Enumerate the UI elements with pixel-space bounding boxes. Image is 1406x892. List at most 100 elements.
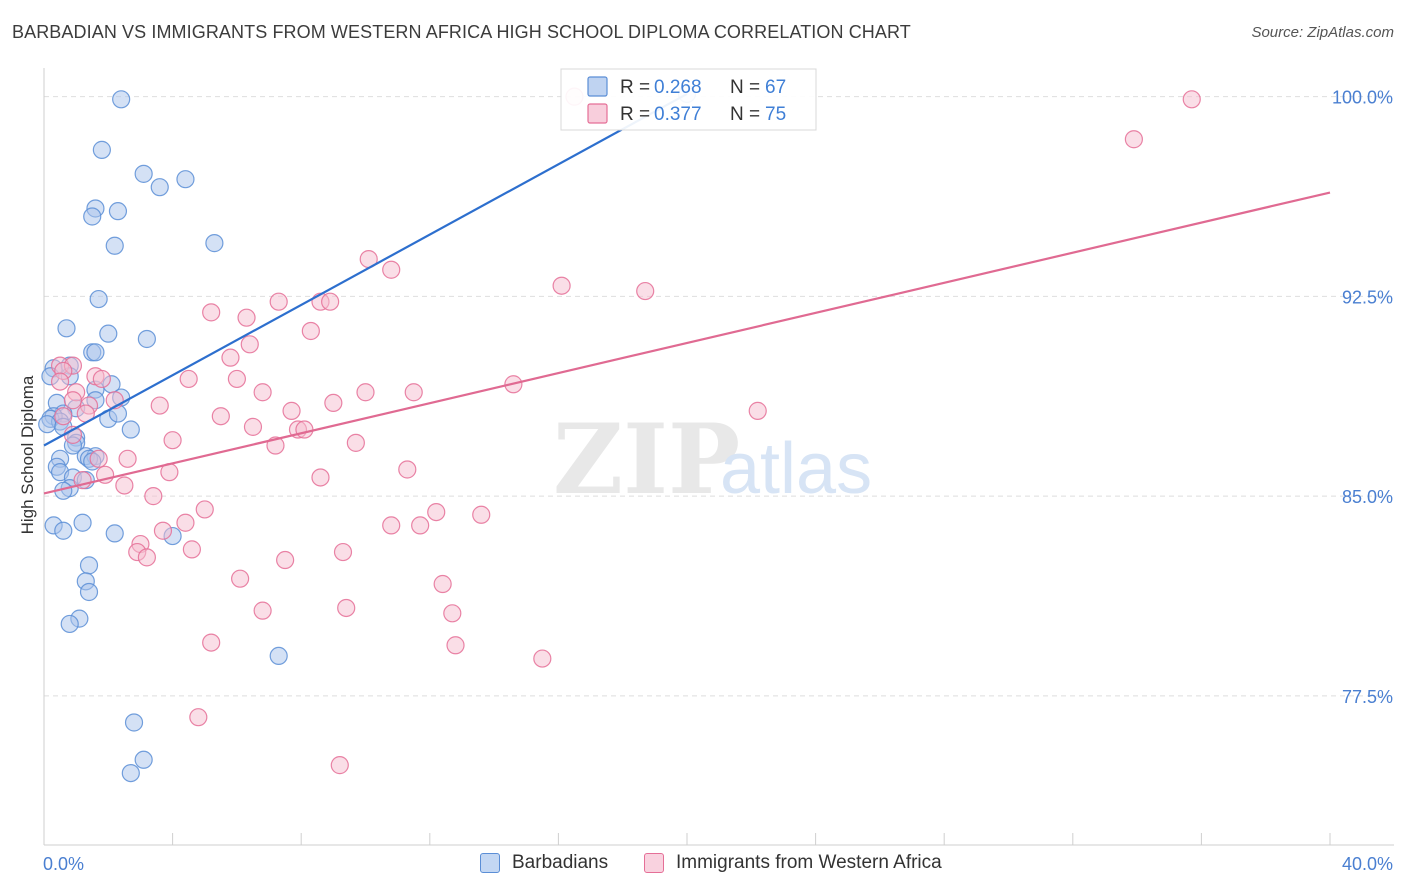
data-point (333, 542, 353, 562)
data-point (1124, 130, 1143, 149)
trend-lines (43, 93, 1331, 495)
data-point (472, 505, 491, 524)
data-point (240, 335, 259, 354)
data-point (321, 292, 340, 311)
data-point (1182, 90, 1201, 109)
data-point (231, 569, 250, 588)
data-point (57, 319, 76, 338)
y-tick-label: 100.0% (1332, 88, 1393, 108)
data-point (446, 636, 465, 655)
data-point (404, 383, 423, 402)
x-tick-label-max: 40.0% (1342, 854, 1393, 874)
legend-swatch-immigrants (644, 853, 664, 873)
x-tick-labels: 0.0% 40.0% (43, 854, 1393, 874)
watermark-zip: ZIP (553, 403, 740, 516)
data-point (221, 348, 240, 367)
data-point (202, 303, 221, 322)
data-point (295, 420, 314, 439)
data-point (134, 750, 153, 769)
data-point (163, 431, 182, 450)
data-point (176, 170, 195, 189)
watermark-atlas: atlas (720, 429, 872, 509)
data-point (89, 449, 108, 468)
chart-title: BARBADIAN VS IMMIGRANTS FROM WESTERN AFR… (12, 22, 911, 42)
data-point (253, 383, 272, 402)
data-point (150, 178, 169, 197)
data-point (50, 372, 70, 391)
x-tick-label-min: 0.0% (43, 854, 84, 874)
data-point (427, 502, 446, 522)
data-point (382, 516, 401, 535)
data-point (105, 236, 124, 255)
legend-n-value: 67 (765, 77, 786, 98)
data-point (60, 614, 79, 634)
data-point (144, 487, 163, 506)
data-point (73, 513, 92, 532)
axes (43, 68, 1394, 846)
data-point (153, 521, 173, 540)
legend-label-barbadians: Barbadians (512, 852, 609, 873)
data-point (124, 713, 144, 732)
data-point (276, 550, 295, 570)
grid-lines (44, 96, 1394, 697)
data-point (54, 521, 73, 540)
legend-n-label: N = (730, 104, 760, 125)
legend-swatch (587, 76, 608, 97)
data-point (211, 407, 230, 426)
data-point (63, 391, 83, 410)
data-point (253, 601, 272, 620)
data-point (86, 343, 105, 362)
data-point (79, 556, 99, 575)
data-point (301, 321, 320, 341)
legend-swatch-barbadians (480, 853, 500, 873)
legend-r-label: R = (620, 104, 650, 125)
legend-item-barbadians: Barbadians (480, 852, 608, 874)
data-point (54, 407, 73, 426)
legend-n-value: 75 (765, 104, 786, 125)
data-point (92, 140, 111, 159)
data-point (189, 708, 208, 727)
data-point (108, 202, 128, 221)
data-point (121, 420, 140, 439)
y-tick-labels: 100.0% 92.5% 85.0% 77.5% (1332, 88, 1393, 707)
data-point (89, 289, 108, 309)
data-point (195, 500, 214, 519)
data-point (552, 276, 571, 295)
trend-line-barbadians (43, 93, 688, 447)
data-point (433, 574, 452, 594)
data-point (227, 369, 246, 389)
legend-bottom: Barbadians Immigrants from Western Afric… (0, 852, 1406, 878)
data-point (179, 369, 198, 389)
data-point (382, 260, 401, 279)
data-point (99, 324, 118, 343)
data-point (176, 513, 195, 532)
data-point (411, 516, 430, 535)
series-barbadians (38, 84, 697, 783)
data-point (92, 369, 111, 389)
data-point (134, 164, 153, 183)
data-point (311, 468, 330, 487)
legend-r-value: 0.268 (654, 77, 702, 98)
data-point (282, 401, 301, 420)
data-point (182, 540, 201, 559)
data-point (83, 207, 102, 226)
data-point (150, 396, 169, 415)
data-point (748, 401, 767, 420)
data-point (398, 460, 417, 479)
legend-item-immigrants: Immigrants from Western Africa (644, 852, 942, 874)
watermark: ZIP atlas (553, 403, 872, 516)
source-label: Source: ZipAtlas.com (1251, 24, 1394, 41)
data-point (121, 763, 140, 783)
data-point (356, 383, 375, 402)
data-point (137, 329, 156, 349)
y-tick-label: 85.0% (1342, 487, 1393, 507)
y-tick-label: 92.5% (1342, 287, 1393, 307)
data-point (202, 633, 221, 652)
trend-line-immigrants (43, 191, 1331, 495)
data-point (137, 548, 156, 567)
data-point (636, 281, 655, 301)
data-point (324, 393, 343, 413)
data-point (269, 646, 288, 666)
data-point (112, 90, 131, 109)
